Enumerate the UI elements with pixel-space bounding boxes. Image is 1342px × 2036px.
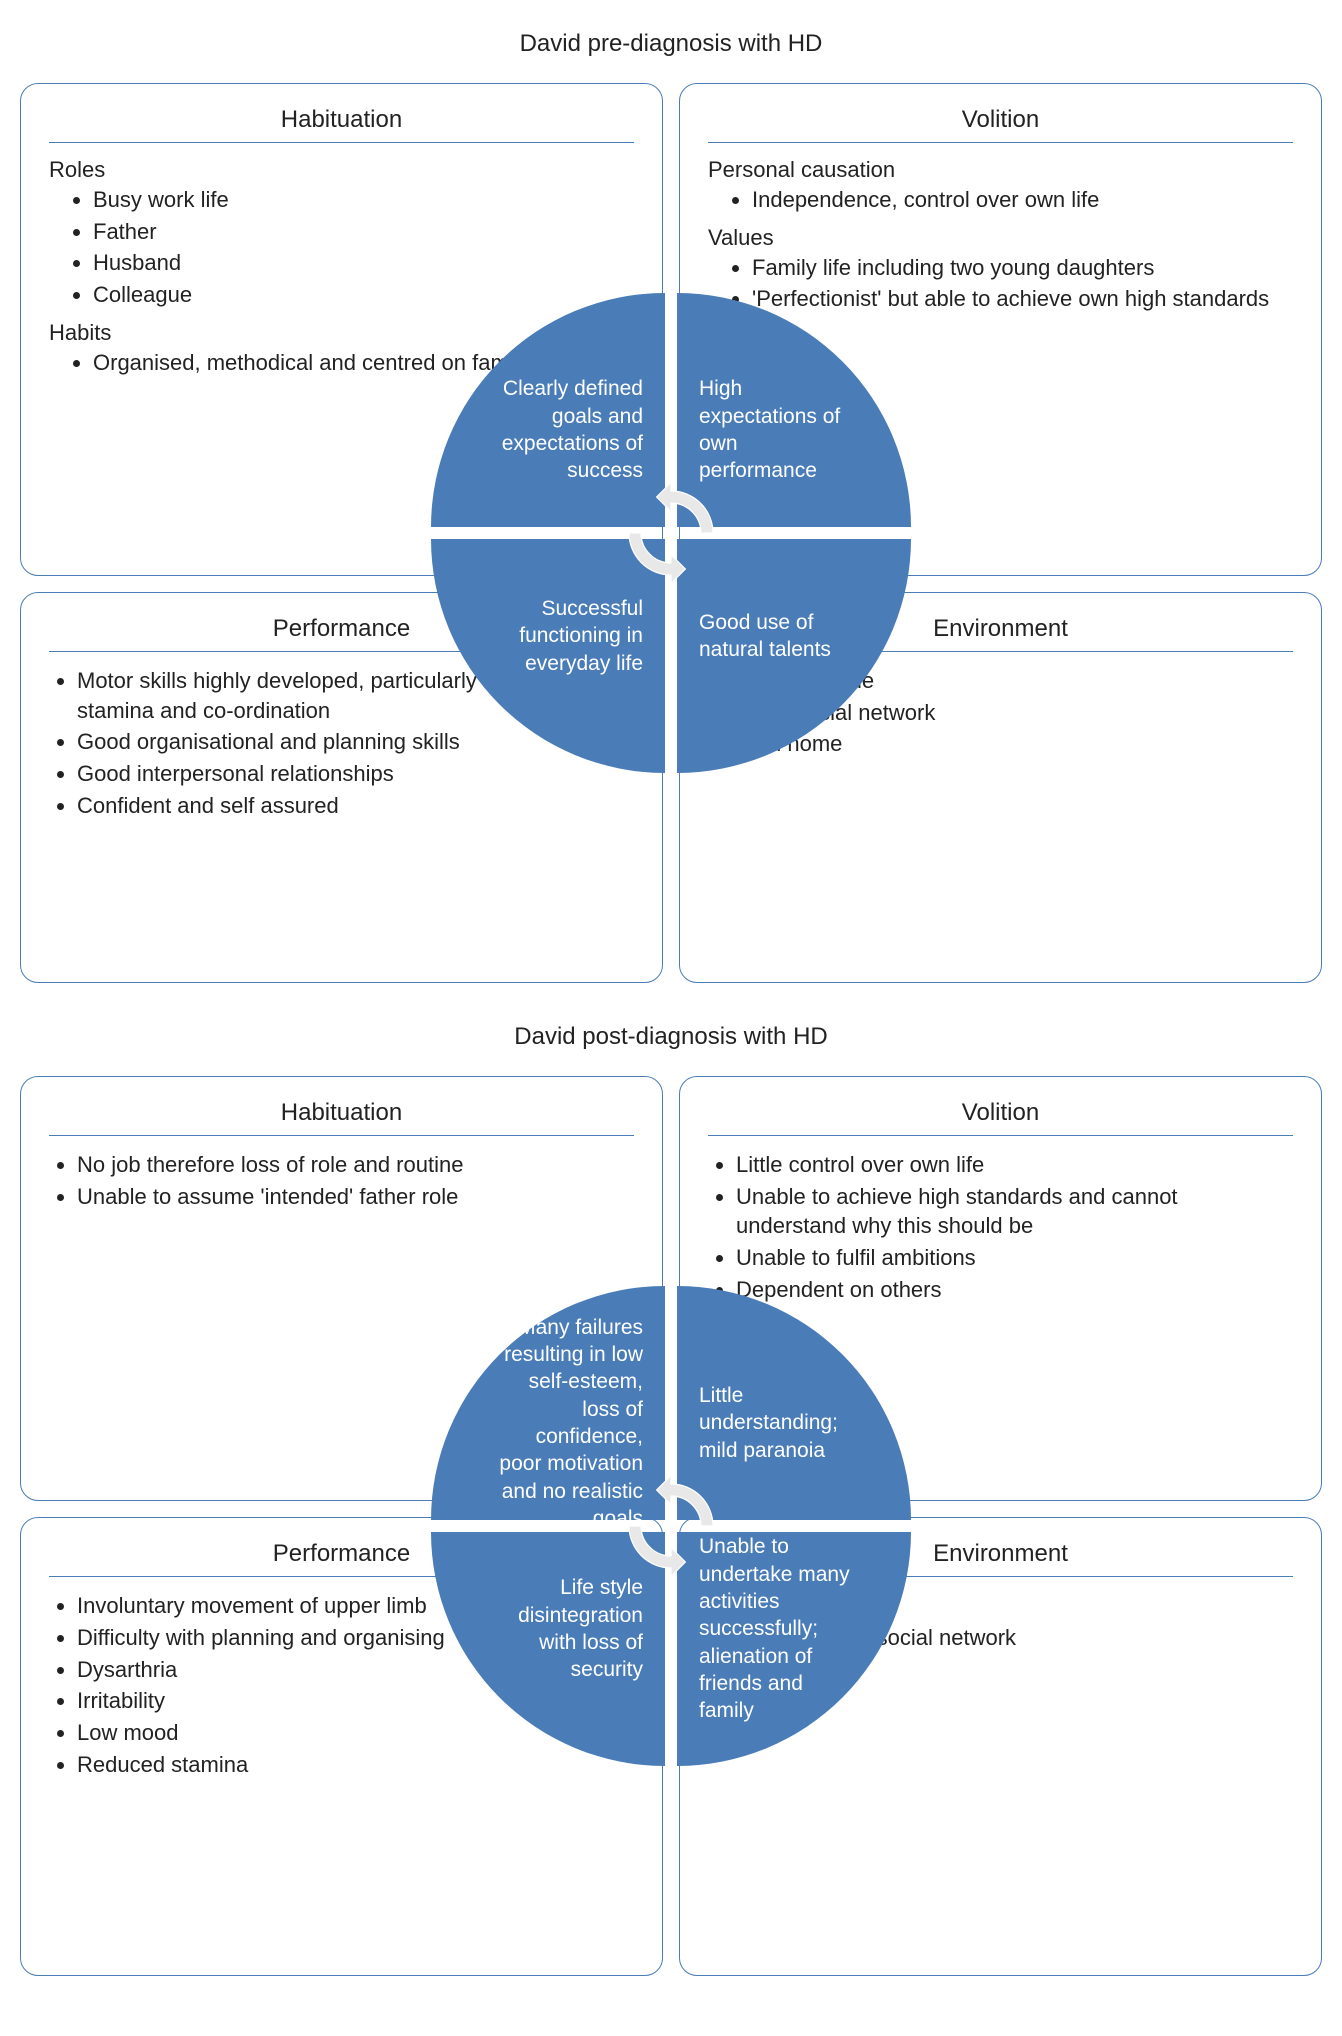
- title-divider: [49, 1135, 634, 1136]
- box-title: Performance: [49, 615, 634, 643]
- list-item: Difficulty with planning and organising: [77, 1623, 634, 1653]
- subhead: Roles: [49, 157, 634, 183]
- box-performance: Performance Involuntary movement of uppe…: [20, 1517, 663, 1976]
- box-performance: Performance Motor skills highly develope…: [20, 592, 663, 983]
- group-habits: Habits Organised, methodical and centred…: [49, 320, 634, 378]
- list-item: Father: [93, 217, 634, 247]
- list-item: Low mood: [77, 1718, 634, 1748]
- subhead: Personal causation: [708, 157, 1293, 183]
- box-title: Volition: [708, 1099, 1293, 1127]
- title-divider: [49, 142, 634, 143]
- box-environment: Environment Unable to drive Breakdown of…: [679, 1517, 1322, 1976]
- box-title: Environment: [708, 615, 1293, 643]
- box-habituation: Habituation No job therefore loss of rol…: [20, 1076, 663, 1501]
- list-item: Reduced stamina: [77, 1750, 634, 1780]
- box-title: Habituation: [49, 106, 634, 134]
- box-habituation: Habituation Roles Busy work life Father …: [20, 83, 663, 576]
- list-item: Little control over own life: [736, 1150, 1293, 1180]
- list-item: Good organisational and planning skills: [77, 727, 634, 757]
- list-item: Good interpersonal relationships: [77, 759, 634, 789]
- list-item: Unable to achieve high standards and can…: [736, 1182, 1293, 1241]
- list-item: Motor skills highly developed, particula…: [77, 666, 634, 725]
- bullet-list: Rural life style Good social network Own…: [708, 666, 1293, 759]
- subhead: Interests: [708, 324, 1293, 350]
- group-interests: Interests Music Football: [708, 324, 1293, 413]
- section-title: David post-diagnosis with HD: [20, 1023, 1322, 1051]
- grid-post: Habituation No job therefore loss of rol…: [20, 1076, 1322, 1976]
- list-item: Husband: [93, 248, 634, 278]
- title-divider: [49, 651, 634, 652]
- subhead: Habits: [49, 320, 634, 346]
- list-item: Dysarthria: [77, 1655, 634, 1685]
- list-item: Independence, control over own life: [752, 185, 1293, 215]
- list-item: Family life including two young daughter…: [752, 253, 1293, 283]
- bullet-list: Unable to drive Breakdown of social netw…: [708, 1591, 1293, 1652]
- list-item: Busy work life: [93, 185, 634, 215]
- bullet-list: Involuntary movement of upper limb Diffi…: [49, 1591, 634, 1779]
- bullet-list: No job therefore loss of role and routin…: [49, 1150, 634, 1211]
- grid-pre: Habituation Roles Busy work life Father …: [20, 83, 1322, 983]
- list-item: Unable to drive: [736, 1591, 1293, 1621]
- list-item: Colleague: [93, 280, 634, 310]
- group-values: Values Family life including two young d…: [708, 225, 1293, 314]
- bullet-list: Independence, control over own life: [708, 185, 1293, 215]
- box-title: Environment: [708, 1540, 1293, 1568]
- list-item: Breakdown of social network: [736, 1623, 1293, 1653]
- bullet-list: Motor skills highly developed, particula…: [49, 666, 634, 820]
- bullet-list: Family life including two young daughter…: [708, 253, 1293, 314]
- list-item: Good social network: [736, 698, 1293, 728]
- list-item: Own home: [736, 729, 1293, 759]
- list-item: Organised, methodical and centred on fam…: [93, 348, 634, 378]
- group-roles: Roles Busy work life Father Husband Coll…: [49, 157, 634, 310]
- section-post-diagnosis: David post-diagnosis with HD Habituation…: [20, 1023, 1322, 1976]
- list-item: Rural life style: [736, 666, 1293, 696]
- list-item: 'Perfectionist' but able to achieve own …: [752, 284, 1293, 314]
- box-volition: Volition Little control over own life Un…: [679, 1076, 1322, 1501]
- box-environment: Environment Rural life style Good social…: [679, 592, 1322, 983]
- bullet-list: Music Football: [708, 352, 1293, 413]
- box-title: Volition: [708, 106, 1293, 134]
- box-title: Habituation: [49, 1099, 634, 1127]
- bullet-list: Busy work life Father Husband Colleague: [49, 185, 634, 310]
- box-title: Performance: [49, 1540, 634, 1568]
- box-volition: Volition Personal causation Independence…: [679, 83, 1322, 576]
- title-divider: [49, 1576, 634, 1577]
- bullet-list: Little control over own life Unable to a…: [708, 1150, 1293, 1304]
- bullet-list: Organised, methodical and centred on fam…: [49, 348, 634, 378]
- list-item: Football: [752, 384, 1293, 414]
- list-item: Involuntary movement of upper limb: [77, 1591, 634, 1621]
- list-item: Irritability: [77, 1686, 634, 1716]
- title-divider: [708, 1135, 1293, 1136]
- subhead: Values: [708, 225, 1293, 251]
- list-item: Music: [752, 352, 1293, 382]
- list-item: No job therefore loss of role and routin…: [77, 1150, 634, 1180]
- list-item: Dependent on others: [736, 1275, 1293, 1305]
- list-item: Confident and self assured: [77, 791, 634, 821]
- title-divider: [708, 142, 1293, 143]
- list-item: Unable to assume 'intended' father role: [77, 1182, 634, 1212]
- group-personal-causation: Personal causation Independence, control…: [708, 157, 1293, 215]
- list-item: Unable to fulfil ambitions: [736, 1243, 1293, 1273]
- title-divider: [708, 651, 1293, 652]
- section-title: David pre-diagnosis with HD: [20, 30, 1322, 58]
- title-divider: [708, 1576, 1293, 1577]
- section-pre-diagnosis: David pre-diagnosis with HD Habituation …: [20, 30, 1322, 983]
